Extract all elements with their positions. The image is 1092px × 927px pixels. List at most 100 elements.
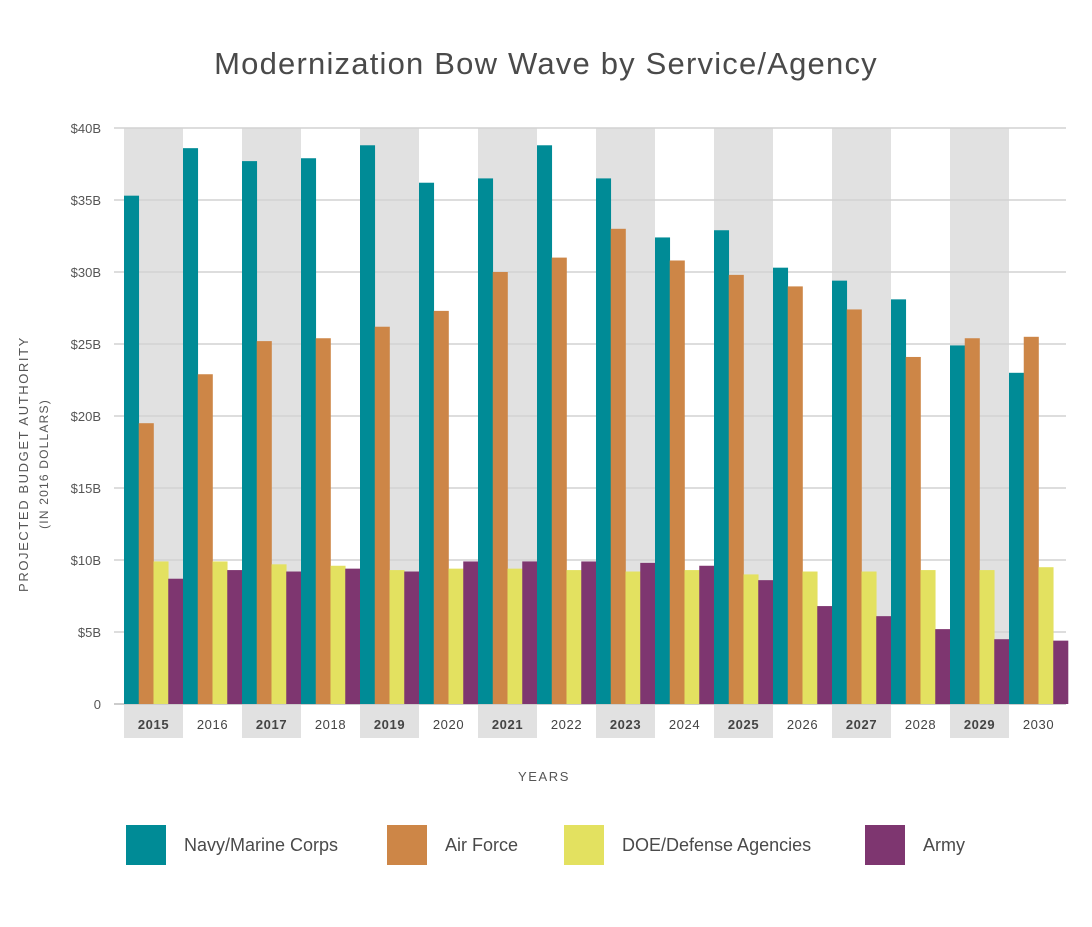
bar-air-force-2015 [138,423,154,704]
legend-label-army: Army [923,834,965,855]
y-tick-label: 0 [94,697,101,712]
y-tick-label: $20B [71,409,101,424]
x-tick-label: 2027 [846,717,877,732]
bar-army-2019 [404,571,420,704]
legend-label-air-force: Air Force [445,834,519,855]
x-tick-label: 2015 [138,717,169,732]
bar-navy-marine-corps-2030 [1009,372,1025,704]
highlight-label-band-2015 [124,705,183,738]
bar-air-force-2021 [492,272,508,704]
highlight-label-band-2029 [950,705,1009,738]
x-tick-label: 2023 [610,717,641,732]
bar-navy-marine-corps-2026 [773,267,789,704]
bar-doe-defense-agencies-2016 [212,561,228,704]
bar-doe-defense-agencies-2015 [153,561,169,704]
legend-label-navy-marine-corps: Navy/Marine Corps [184,834,339,855]
bar-army-2024 [699,565,715,704]
y-tick-label: $40B [71,121,101,136]
legend-swatch-doe-defense-agencies [564,825,604,865]
bar-navy-marine-corps-2024 [655,237,671,704]
y-axis-subtitle: (IN 2016 DOLLARS) [37,399,51,529]
bar-army-2015 [168,578,184,704]
bar-navy-marine-corps-2023 [596,178,612,704]
x-tick-label: 2018 [315,717,346,732]
x-tick-label: 2025 [728,717,759,732]
legend-item-army: Army [865,825,965,865]
bar-doe-defense-agencies-2025 [743,574,759,704]
bar-army-2022 [581,561,597,704]
bar-army-2021 [522,561,538,704]
bar-army-2026 [817,606,833,704]
bar-doe-defense-agencies-2017 [271,564,287,704]
bar-army-2017 [286,571,302,704]
bar-army-2016 [227,570,243,704]
bar-army-2029 [994,639,1010,704]
bar-navy-marine-corps-2022 [537,145,553,704]
bar-air-force-2026 [787,286,803,704]
bar-navy-marine-corps-2025 [714,230,730,705]
y-tick-label: $25B [71,337,101,352]
legend-label-doe-defense-agencies: DOE/Defense Agencies [622,834,812,855]
bar-navy-marine-corps-2028 [891,299,907,704]
bar-air-force-2023 [610,228,626,705]
legend: Navy/Marine Corps Air Force DOE/Defense Ag… [126,825,1026,867]
bar-doe-defense-agencies-2021 [507,568,523,704]
x-tick-label: 2022 [551,717,582,732]
highlight-label-band-2027 [832,705,891,738]
legend-swatch-army [865,825,905,865]
bar-doe-defense-agencies-2024 [684,570,700,704]
y-tick-label: $35B [71,193,101,208]
x-tick-label: 2020 [433,717,464,732]
x-tick-label: 2024 [669,717,700,732]
bar-air-force-2024 [669,260,685,704]
x-tick-label: 2029 [964,717,995,732]
bar-doe-defense-agencies-2028 [920,570,936,704]
bar-army-2028 [935,629,951,704]
legend-item-air-force: Air Force [387,825,518,865]
x-tick-label: 2017 [256,717,287,732]
bar-army-2018 [345,568,361,704]
bar-air-force-2017 [256,341,272,704]
highlight-label-band-2019 [360,705,419,738]
bar-doe-defense-agencies-2020 [448,568,464,704]
bar-army-2025 [758,580,774,704]
bar-air-force-2016 [197,374,213,704]
x-tick-label: 2030 [1023,717,1054,732]
legend-swatch-navy-marine-corps [126,825,166,865]
bar-army-2023 [640,562,656,704]
bar-air-force-2020 [433,310,449,704]
bar-air-force-2018 [315,338,331,704]
y-tick-label: $30B [71,265,101,280]
chart-title: Modernization Bow Wave by Service/Agency [214,46,878,81]
bar-navy-marine-corps-2016 [183,148,199,704]
bar-navy-marine-corps-2019 [360,145,376,704]
legend-item-doe-defense-agencies: DOE/Defense Agencies [564,825,811,865]
legend-swatch-air-force [387,825,427,865]
bar-air-force-2028 [905,356,921,704]
bar-doe-defense-agencies-2029 [979,570,995,704]
bar-air-force-2022 [551,257,567,704]
x-tick-label: 2028 [905,717,936,732]
x-tick-label: 2016 [197,717,228,732]
x-axis-title: YEARS [518,769,570,784]
bar-navy-marine-corps-2017 [242,161,258,704]
bar-army-2027 [876,616,892,704]
bar-navy-marine-corps-2021 [478,178,494,704]
legend-item-navy-marine-corps: Navy/Marine Corps [126,825,338,865]
bar-army-2020 [463,561,479,704]
bar-navy-marine-corps-2020 [419,182,435,705]
y-tick-label: $5B [78,625,101,640]
bar-air-force-2030 [1023,336,1039,704]
bar-doe-defense-agencies-2023 [625,571,641,704]
x-tick-label: 2026 [787,717,818,732]
highlight-label-band-2023 [596,705,655,738]
y-tick-label: $15B [71,481,101,496]
bar-doe-defense-agencies-2018 [330,565,346,704]
bar-navy-marine-corps-2029 [950,345,966,704]
bar-air-force-2029 [964,338,980,704]
x-tick-label: 2019 [374,717,405,732]
highlight-label-band-2017 [242,705,301,738]
x-tick-label: 2021 [492,717,523,732]
bar-doe-defense-agencies-2027 [861,571,877,704]
bar-doe-defense-agencies-2030 [1038,567,1054,704]
